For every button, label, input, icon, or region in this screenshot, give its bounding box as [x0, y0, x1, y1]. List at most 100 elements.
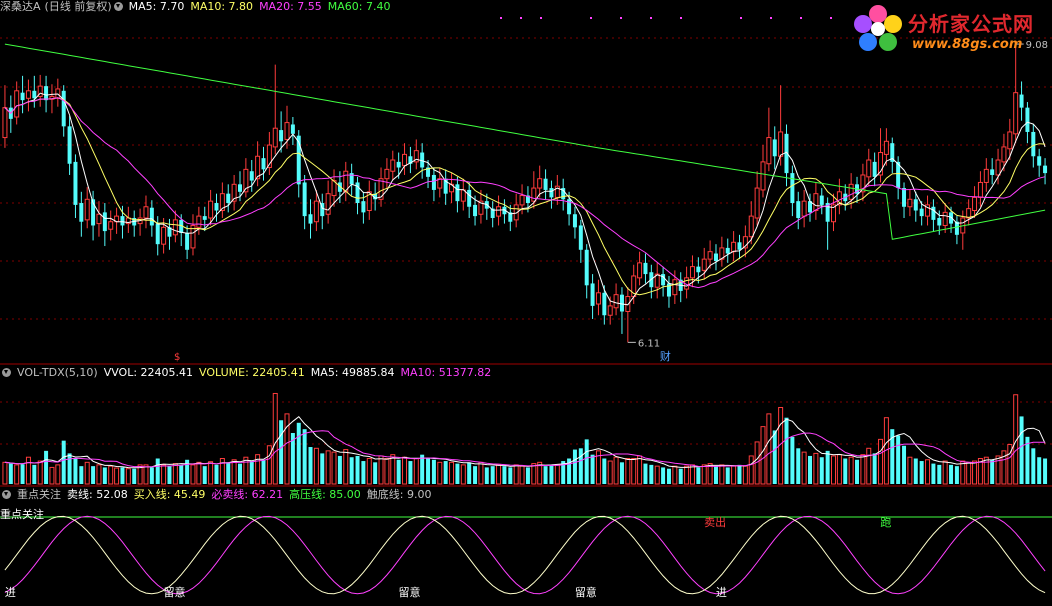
volume-bar-up — [801, 451, 807, 485]
candle-body-down — [872, 161, 877, 177]
volume-bar-down — [1037, 457, 1042, 484]
candle-body-down — [990, 169, 995, 175]
volume-bar-up — [96, 464, 102, 485]
candle-body-down — [61, 90, 66, 127]
candle-body-down — [302, 182, 307, 217]
candle-body-up — [2, 107, 8, 139]
volume-bar-down — [467, 462, 472, 484]
volume-bar-up — [831, 455, 837, 485]
vol-ma10-line — [4, 430, 1046, 468]
candle-body-down — [725, 247, 730, 254]
candle-body-down — [578, 225, 583, 250]
indicator-mark: 进 — [716, 586, 727, 599]
candle-body-down — [772, 139, 777, 157]
vol-name[interactable]: VOL-TDX(5,10) — [17, 366, 98, 379]
volume-bar-up — [860, 454, 866, 485]
volume-bar-down — [713, 466, 718, 484]
candle-body-down — [931, 206, 936, 220]
candle-body-down — [443, 178, 448, 194]
volume-bar-up — [907, 456, 913, 485]
volume-bar-up — [190, 464, 196, 485]
volume-bar-down — [567, 458, 572, 484]
candle-body-down — [896, 161, 901, 189]
site-logo: 分析家公式网 www.88gs.com — [850, 2, 1050, 62]
volume-bar-down — [896, 435, 901, 484]
candle-body-up — [637, 262, 643, 279]
candle-body-down — [167, 227, 172, 237]
volume-bar-up — [413, 458, 419, 485]
volume-bar-down — [808, 455, 813, 484]
volume-bar-down — [572, 449, 577, 484]
buy-line — [4, 515, 1046, 595]
dropdown-icon[interactable] — [2, 490, 11, 499]
dropdown-icon[interactable] — [2, 368, 11, 377]
volume-bar-down — [661, 467, 666, 484]
candle-body-down — [549, 188, 554, 198]
volume-bar-down — [426, 458, 431, 484]
volume-bar-down — [678, 468, 683, 484]
candle-body-down — [79, 203, 84, 222]
dropdown-icon[interactable] — [113, 2, 123, 11]
volume-bar-down — [237, 463, 242, 484]
candle-body-up — [836, 191, 842, 206]
candle-body-down — [155, 223, 160, 245]
candle-body-up — [402, 153, 408, 167]
volume-bar-up — [208, 461, 214, 485]
candle-body-down — [1019, 94, 1024, 108]
candle-body-up — [161, 226, 167, 245]
volume-bar-down — [185, 459, 190, 484]
candle-body-up — [84, 198, 90, 221]
signal-dot — [590, 17, 592, 19]
vol-ma10-readout: MA10: 51377.82 — [400, 366, 492, 379]
price-header: 深桑达A (日线 前复权) MA5: 7.70 MA10: 7.80 MA20: 7.5… — [0, 0, 397, 14]
candle-body-up — [1013, 92, 1019, 135]
volume-bar-down — [954, 466, 959, 484]
stock-name[interactable]: 深桑达A — [0, 0, 41, 13]
indicator-header: 重点关注 卖线: 52.08 买入线: 45.49 必卖线: 62.21 高压线: 85… — [0, 488, 438, 502]
volume-bar-down — [296, 422, 301, 484]
candle-body-up — [754, 187, 760, 219]
volume-bar-down — [872, 453, 877, 484]
candle-body-down — [913, 199, 918, 211]
candle-body-up — [243, 168, 249, 193]
volume-bar-up — [537, 461, 543, 485]
candle-body-down — [949, 212, 954, 224]
logo-title: 分析家公式网 — [908, 12, 1034, 36]
candle-body-down — [67, 126, 72, 164]
candle-body-up — [883, 140, 889, 155]
candle-body-down — [431, 174, 436, 190]
volume-bar-down — [902, 445, 907, 484]
signal-dot — [620, 17, 622, 19]
volume-bar-up — [255, 454, 261, 485]
volume-bar-down — [61, 440, 66, 484]
signal-dot — [740, 17, 742, 19]
volume-bar-up — [460, 464, 466, 485]
volume-bar-up — [748, 455, 754, 485]
candle-body-down — [1031, 131, 1036, 157]
volume-bar-down — [249, 461, 254, 484]
candle-body-up — [707, 251, 713, 260]
candle-body-up — [654, 273, 660, 288]
candle-body-up — [760, 161, 766, 191]
volume-bar-down — [179, 464, 184, 484]
volume-bar-down — [73, 458, 78, 484]
low-label: 6.11 — [638, 338, 660, 349]
candle-body-down — [737, 242, 742, 250]
ind-name[interactable]: 重点关注 — [17, 488, 61, 501]
candle-body-down — [408, 156, 413, 164]
volume-bar-down — [543, 466, 548, 484]
candle-body-down — [1043, 165, 1048, 174]
signal-dot — [520, 17, 522, 19]
volume-bar-down — [79, 466, 84, 484]
signal-dot — [680, 17, 682, 19]
volume-bar-up — [272, 392, 278, 485]
volume-bar-up — [84, 461, 90, 485]
volume-bar-up — [689, 464, 695, 485]
volume-bar-down — [67, 453, 72, 484]
volume-bar-up — [478, 461, 484, 485]
volume-bar-up — [707, 463, 713, 485]
candle-body-down — [890, 143, 895, 162]
candle-body-down — [279, 130, 284, 142]
candle-body-up — [595, 292, 601, 305]
candle-body-down — [643, 262, 648, 275]
